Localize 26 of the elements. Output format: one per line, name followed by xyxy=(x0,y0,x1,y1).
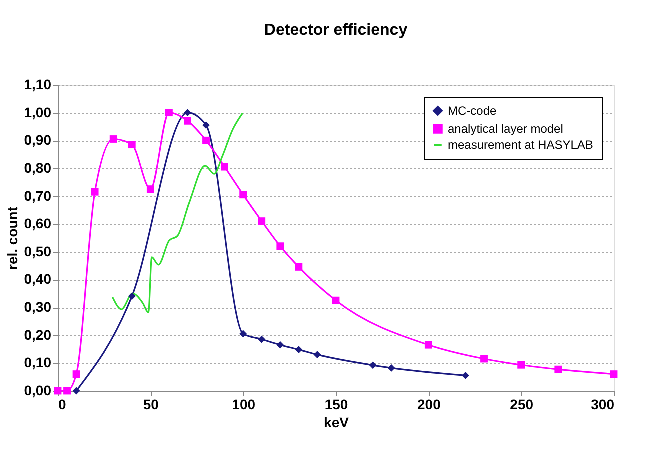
y-tick-label: 0,30 xyxy=(24,299,52,316)
x-tick-label: 50 xyxy=(143,396,160,412)
line-series xyxy=(112,112,244,314)
legend-label: analytical layer model xyxy=(448,122,564,136)
chart-title: Detector efficiency xyxy=(264,22,408,39)
y-tick-label: 1,10 xyxy=(24,76,52,92)
x-tick-label: 250 xyxy=(510,396,534,412)
y-axis-title: rel. count xyxy=(4,206,20,270)
y-tick-label: 0,80 xyxy=(24,160,52,176)
x-axis-title: keV xyxy=(324,414,350,430)
y-tick-label: 0,20 xyxy=(24,326,52,343)
x-tick-label: 0 xyxy=(58,396,66,412)
y-tick-label: 0,00 xyxy=(24,382,52,398)
y-tick-label: 0,90 xyxy=(24,132,52,148)
y-tick-label: 0,60 xyxy=(24,216,52,232)
y-tick-label: 1,00 xyxy=(24,104,52,120)
y-tick-label: 0,70 xyxy=(24,188,52,204)
x-tick-label: 200 xyxy=(417,396,442,412)
y-tick-label: 0,10 xyxy=(24,354,52,371)
y-tick-label: 0,40 xyxy=(24,271,52,288)
x-tick-label: 300 xyxy=(591,396,615,412)
x-tick-label: 100 xyxy=(232,396,256,412)
legend-label: measurement at HASYLAB xyxy=(448,138,594,152)
legend-label: MC-code xyxy=(448,104,498,118)
y-tick-label: 0,50 xyxy=(24,243,52,260)
x-tick-label: 150 xyxy=(324,396,348,412)
